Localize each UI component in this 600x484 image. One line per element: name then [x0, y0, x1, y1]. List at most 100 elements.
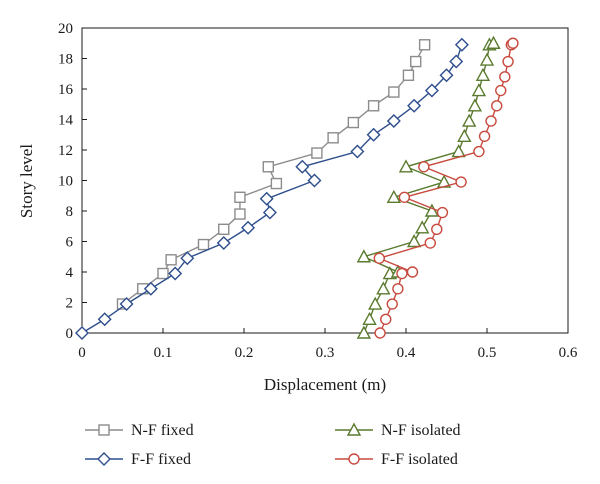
y-tick-label: 16 — [58, 82, 74, 98]
series-f-f-isolated — [373, 37, 519, 339]
data-point-f-f-isolated — [478, 130, 491, 142]
series-line-n-f-isolated — [361, 42, 494, 334]
legend-label: N-F fixed — [131, 422, 194, 439]
data-point-f-f-fixed — [241, 220, 256, 235]
data-point-n-f-isolated — [462, 113, 477, 127]
data-point-n-f-isolated — [424, 203, 440, 217]
data-point-f-f-fixed — [424, 83, 439, 98]
data-point-f-f-fixed — [168, 266, 183, 281]
y-tick-label: 20 — [58, 21, 73, 37]
data-point-f-f-isolated — [502, 55, 514, 68]
series-line-f-f-isolated — [377, 42, 514, 334]
y-tick-label: 10 — [58, 174, 73, 190]
data-point-n-f-fixed — [410, 55, 422, 68]
data-point-f-f-isolated — [418, 161, 430, 173]
x-tick-label: 0.6 — [559, 345, 578, 361]
y-tick-label: 18 — [58, 52, 73, 68]
series-n-f-isolated — [356, 35, 501, 339]
data-point-f-f-isolated — [507, 37, 519, 49]
data-point-n-f-isolated — [398, 159, 414, 173]
series-n-f-fixed — [116, 39, 431, 310]
data-point-f-f-isolated — [396, 267, 408, 280]
y-tick-label: 2 — [66, 296, 74, 312]
y-tick-label: 12 — [58, 143, 73, 159]
data-point-f-f-isolated — [373, 252, 385, 264]
data-point-n-f-isolated — [475, 67, 491, 81]
data-point-n-f-fixed — [218, 223, 230, 236]
data-point-n-f-fixed — [157, 267, 169, 280]
x-axis-label: Displacement (m) — [264, 375, 386, 394]
data-point-n-f-isolated — [467, 98, 483, 112]
data-point-f-f-isolated — [491, 100, 503, 112]
data-point-f-f-isolated — [398, 191, 411, 203]
data-point-f-f-isolated — [495, 84, 507, 97]
data-point-n-f-fixed — [270, 177, 283, 190]
data-point-n-f-isolated — [356, 249, 372, 263]
data-point-n-f-fixed — [234, 208, 246, 220]
data-point-n-f-isolated — [386, 189, 402, 203]
data-point-n-f-fixed — [367, 100, 380, 112]
data-point-n-f-isolated — [415, 220, 430, 234]
legend-marker-n-f-fixed — [98, 424, 110, 436]
data-point-f-f-fixed — [350, 144, 365, 159]
data-point-n-f-fixed — [234, 191, 246, 203]
data-point-f-f-isolated — [431, 223, 443, 236]
data-point-n-f-fixed — [197, 238, 210, 251]
y-tick-label: 8 — [66, 204, 74, 220]
data-point-n-f-isolated — [486, 35, 501, 49]
data-point-f-f-fixed — [143, 281, 158, 296]
data-point-f-f-fixed — [386, 114, 401, 129]
data-point-n-f-fixed — [165, 254, 177, 266]
data-point-n-f-fixed — [327, 132, 339, 144]
legend-marker-f-f-fixed — [97, 452, 111, 466]
y-tick-label: 6 — [66, 235, 74, 251]
data-point-f-f-isolated — [386, 298, 398, 310]
data-point-n-f-fixed — [418, 39, 431, 51]
data-point-f-f-isolated — [455, 176, 467, 188]
y-tick-label: 4 — [66, 265, 74, 281]
data-point-f-f-isolated — [380, 313, 392, 325]
data-point-f-f-fixed — [119, 297, 134, 312]
series-layer — [75, 35, 519, 340]
data-point-f-f-isolated — [485, 115, 497, 127]
legend-entry-n-f-isolated: N-F isolated — [335, 422, 461, 439]
data-point-f-f-isolated — [374, 327, 386, 339]
legend-entry-f-f-isolated: F-F isolated — [335, 451, 458, 468]
data-point-f-f-fixed — [407, 98, 422, 113]
data-point-n-f-isolated — [368, 296, 383, 310]
data-point-f-f-isolated — [473, 145, 485, 158]
legend-label: F-F fixed — [131, 451, 191, 468]
data-point-f-f-fixed — [295, 159, 310, 174]
data-point-f-f-fixed — [180, 251, 195, 266]
x-tick-label: 0.4 — [397, 345, 416, 361]
data-point-f-f-isolated — [406, 266, 419, 278]
legend-entry-n-f-fixed: N-F fixed — [85, 422, 194, 439]
data-point-f-f-fixed — [307, 173, 322, 188]
data-point-n-f-fixed — [311, 147, 323, 159]
data-point-f-f-isolated — [392, 283, 404, 295]
legend-entry-f-f-fixed: F-F fixed — [85, 451, 191, 468]
data-point-f-f-isolated — [424, 237, 436, 249]
axis-ticks: 0 0.1 0.2 0.3 0.4 0.5 0.6 0 2 4 6 8 10 12 14 16 18 20 — [58, 21, 578, 361]
data-point-n-f-isolated — [356, 325, 372, 339]
data-point-n-f-fixed — [347, 116, 360, 129]
x-tick-label: 0.5 — [478, 345, 497, 361]
data-point-n-f-fixed — [262, 161, 274, 173]
data-point-n-f-isolated — [457, 128, 472, 142]
data-point-f-f-fixed — [75, 326, 89, 340]
x-tick-label: 0.2 — [235, 345, 254, 361]
legend: N-F fixed F-F fixed N-F isolated F-F isolat… — [85, 422, 461, 468]
data-point-f-f-fixed — [366, 127, 381, 142]
legend-label: F-F isolated — [381, 451, 458, 468]
data-point-n-f-isolated — [362, 311, 377, 325]
data-point-n-f-isolated — [376, 281, 391, 295]
legend-label: N-F isolated — [381, 422, 461, 439]
y-tick-label: 14 — [58, 113, 74, 129]
data-point-f-f-fixed — [439, 68, 454, 83]
data-point-n-f-isolated — [471, 83, 487, 97]
data-point-f-f-isolated — [436, 206, 449, 219]
legend-marker-n-f-isolated — [346, 422, 362, 436]
x-tick-label: 0 — [78, 345, 86, 361]
data-point-n-f-isolated — [479, 52, 495, 66]
